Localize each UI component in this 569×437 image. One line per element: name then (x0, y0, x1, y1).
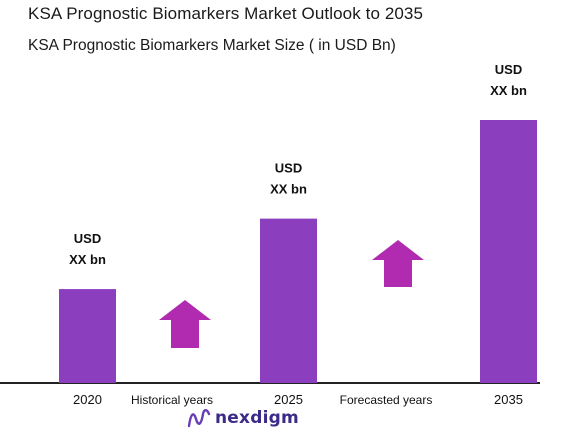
bar-2025 (260, 218, 317, 383)
brand-logo: nexdigm (187, 404, 299, 432)
chart-title: KSA Prognostic Biomarkers Market Outlook… (28, 4, 424, 23)
tick-label-2035: 2035 (494, 392, 523, 407)
data-label-2025-line-1: USD (275, 161, 302, 176)
data-label-2020-line-2: XX bn (69, 252, 106, 267)
data-label-2035-line-1: USD (495, 62, 522, 77)
tick-label-2025: 2025 (274, 392, 303, 407)
data-label-2025-line-2: XX bn (270, 182, 307, 197)
section-label-1: Historical years (131, 393, 213, 407)
tick-label-2020: 2020 (73, 392, 102, 407)
data-label-2020-line-1: USD (74, 231, 101, 246)
data-label-2035-line-2: XX bn (490, 83, 527, 98)
logo-text: nexdigm (215, 408, 299, 428)
bar-2035 (480, 120, 537, 383)
section-label-2: Forecasted years (340, 393, 433, 407)
up-arrow-icon-historical (159, 300, 211, 348)
nexdigm-logo-icon (187, 409, 211, 428)
up-arrow-icon-forecast (372, 240, 424, 287)
chart-subtitle: KSA Prognostic Biomarkers Market Size ( … (28, 37, 396, 54)
bar-2020 (59, 289, 116, 383)
